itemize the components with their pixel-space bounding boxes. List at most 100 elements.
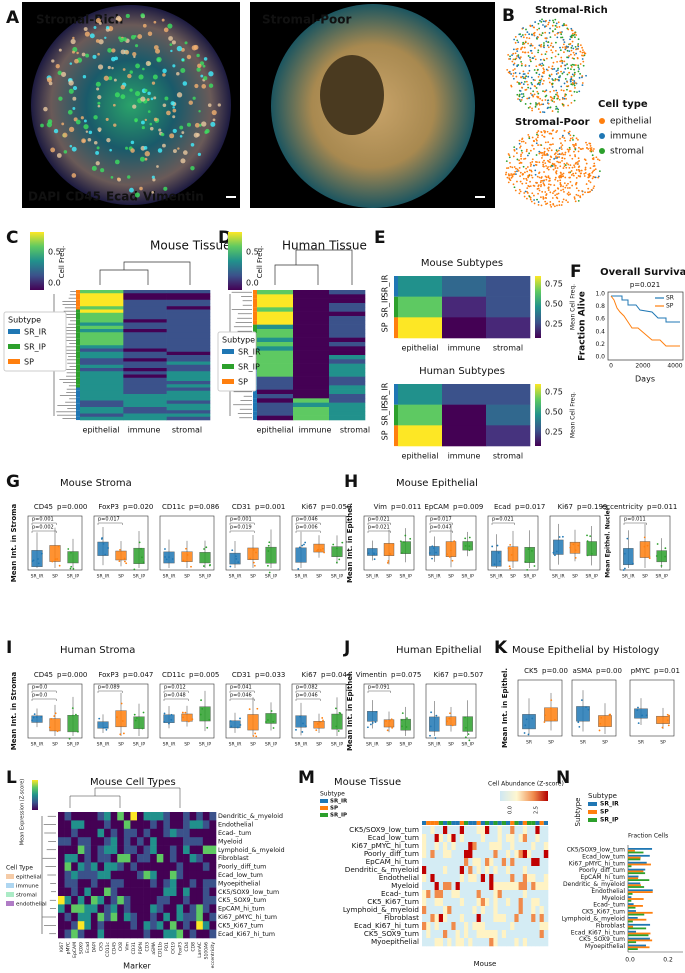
heat-cell — [150, 846, 157, 855]
cell-dot — [539, 190, 541, 192]
cell — [104, 76, 109, 81]
heat-cell — [58, 854, 65, 863]
point — [171, 714, 173, 716]
point — [554, 554, 556, 556]
heat-cell — [84, 846, 91, 855]
cell-dot — [519, 143, 521, 145]
cell-dot — [597, 177, 599, 179]
heat-cell — [80, 375, 124, 379]
cell-dot — [585, 75, 587, 77]
heat-cell — [98, 854, 105, 863]
heat-cell — [510, 898, 515, 906]
cell-dot — [535, 106, 537, 108]
heat-cell — [498, 898, 503, 906]
heat-cell — [506, 938, 511, 946]
heat-cell — [123, 310, 167, 314]
cell-dot — [542, 32, 544, 34]
cell-dot — [548, 41, 550, 43]
cell-dot — [570, 64, 572, 66]
heat-cell — [130, 921, 137, 930]
cell — [192, 45, 197, 50]
heat-cell — [80, 355, 124, 359]
cell-dot — [543, 44, 545, 46]
heat-cell — [527, 906, 532, 914]
heat-cell — [167, 397, 211, 401]
heat-cell — [117, 829, 124, 838]
heat-cell — [203, 879, 210, 888]
heat-cell — [78, 820, 85, 829]
cell-dot — [521, 63, 523, 65]
marker-title: Vimentin — [356, 671, 387, 679]
box — [68, 715, 79, 732]
heat-cell — [477, 906, 482, 914]
cell-dot — [545, 165, 547, 167]
heat-cell — [80, 365, 124, 369]
x-tick-label: SR — [526, 740, 532, 746]
pair-p-value: p=0.046 — [230, 693, 252, 699]
cell-dot — [538, 102, 540, 104]
cell-dot — [563, 199, 565, 201]
heat-cell — [170, 820, 177, 829]
bar — [628, 940, 652, 942]
heat-cell — [80, 368, 124, 372]
col-color — [498, 821, 502, 825]
row-color — [253, 312, 257, 316]
cell-dot — [543, 160, 545, 162]
heat-cell — [439, 842, 444, 850]
heat-cell — [104, 888, 111, 897]
cell-dot — [575, 49, 577, 51]
heat-cell — [489, 898, 494, 906]
heat-cell — [439, 930, 444, 938]
heat-cell — [430, 922, 435, 930]
column-label: CK5 — [98, 942, 104, 951]
heat-cell — [58, 879, 65, 888]
heat-cell — [481, 866, 486, 874]
point — [556, 551, 558, 553]
cell-dot — [527, 43, 529, 45]
heat-cell — [58, 812, 65, 821]
heat-cell — [111, 921, 118, 930]
cell-dot — [520, 162, 522, 164]
cell-dot — [549, 144, 551, 146]
heat-cell — [163, 846, 170, 855]
heat-cell — [150, 930, 157, 939]
heat-cell — [514, 826, 519, 834]
legend-swatch — [320, 799, 328, 803]
heat-cell — [489, 930, 494, 938]
heat-cell — [481, 842, 486, 850]
heat-cell — [71, 854, 78, 863]
heat-cell — [80, 388, 124, 392]
point — [67, 548, 69, 550]
heat-cell — [493, 866, 498, 874]
cell — [40, 124, 44, 128]
heat-cell — [510, 858, 515, 866]
cell-dot — [568, 50, 570, 52]
heat-cell — [468, 938, 473, 946]
cell-dot — [525, 142, 527, 144]
cell — [142, 68, 145, 71]
cell-dot — [543, 197, 545, 199]
cell — [130, 70, 133, 73]
cell-dot — [571, 102, 573, 104]
heat-cell — [544, 914, 549, 922]
point — [406, 726, 408, 728]
heat-cell — [80, 371, 124, 375]
x-tick-label: SR_IR — [229, 574, 242, 580]
point — [509, 568, 511, 570]
heat-cell — [98, 871, 105, 880]
heat-cell — [485, 858, 490, 866]
cell-dot — [565, 164, 567, 166]
heat-cell — [439, 890, 444, 898]
cell-dot — [527, 84, 529, 86]
point — [136, 717, 138, 719]
column-label: CD3 — [144, 942, 150, 952]
heat-cell — [430, 906, 435, 914]
heat-cell — [98, 904, 105, 913]
heat-cell — [123, 319, 167, 323]
row-color — [76, 401, 80, 404]
cell-dot — [599, 159, 601, 161]
heat-cell — [84, 862, 91, 871]
cell-dot — [528, 65, 530, 67]
cell-dot — [521, 150, 523, 152]
x-tick-label: SR_IP — [400, 574, 413, 580]
